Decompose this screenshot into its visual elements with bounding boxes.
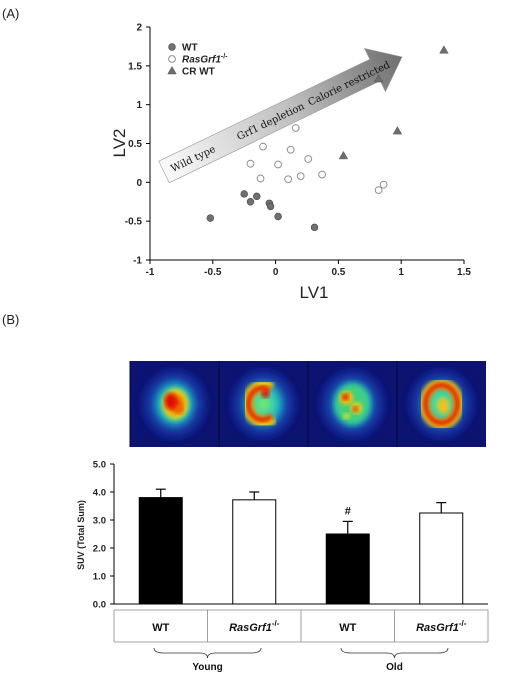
cr-wt-point: [392, 126, 403, 135]
rasgrf1-point: [318, 170, 326, 179]
wt-point: [240, 190, 248, 198]
x-tick-label: -1: [146, 267, 155, 278]
rasgrf1-point: [246, 159, 255, 168]
wt-point: [206, 214, 214, 222]
group-brace: [340, 647, 449, 659]
x-tick-label: -0.5: [204, 267, 222, 278]
legend-label: CR WT: [182, 67, 215, 78]
bar: [138, 497, 183, 605]
legend-wt-marker: [168, 43, 176, 51]
rasgrf1-point: [284, 175, 293, 184]
bar: [232, 499, 277, 605]
cr-wt-point: [439, 45, 449, 54]
arrow-shape: [158, 48, 403, 184]
legend-label: WT: [182, 43, 198, 54]
group-label: Young: [192, 662, 222, 673]
rasgrf1-point: [374, 186, 383, 195]
x-tick-label: 0.5: [331, 267, 345, 278]
wt-point: [310, 223, 319, 232]
rasgrf1-point: [259, 142, 267, 151]
rasgrf1-point: [256, 174, 265, 183]
bar-y-tick-label: 3.0: [93, 516, 106, 527]
wt-point: [274, 212, 282, 221]
bar-y-tick-label: 4.0: [93, 488, 106, 499]
cr-wt-point: [373, 74, 384, 83]
legend-label: RasGrf1-/-: [182, 54, 228, 66]
wt-point: [246, 198, 255, 206]
rasgrf1-point: [379, 180, 388, 189]
category-label: RasGrf1-/-: [416, 619, 467, 634]
rasgrf1-point: [286, 145, 295, 154]
bar-y-tick-label: 1.0: [93, 572, 106, 583]
rasgrf1-point: [304, 155, 313, 163]
bar-y-tick-label: 2.0: [93, 544, 106, 555]
rasgrf1-point: [274, 160, 283, 169]
panel-b-label: (B): [2, 312, 20, 327]
rasgrf1-point: [296, 172, 305, 181]
x-tick-label: 1.5: [457, 267, 471, 278]
rasgrf1-point: [291, 124, 300, 132]
y-tick-label: 1: [136, 100, 142, 111]
group-brace: [153, 647, 262, 659]
group-label: Old: [386, 662, 403, 673]
panel-a-label: (A): [2, 6, 20, 21]
y-tick-label: 0: [136, 178, 142, 189]
bar: [325, 533, 370, 605]
bar-y-tick-label: 0.0: [93, 600, 106, 611]
bar-y-tick-label: 5.0: [93, 460, 106, 471]
cr-wt-point: [338, 150, 349, 160]
x-tick-label: 1: [398, 267, 404, 278]
y-tick-label: -1: [133, 256, 142, 267]
wt-point: [253, 192, 261, 201]
y-axis-label: LV2: [110, 129, 129, 158]
legend-cr-marker: [167, 65, 177, 75]
legend-rasgrf1-marker: [168, 55, 176, 63]
significance-mark: #: [345, 505, 351, 517]
wt-point: [266, 202, 275, 211]
y-tick-label: 0.5: [128, 139, 142, 150]
category-label: RasGrf1-/-: [229, 619, 280, 634]
category-label: WT: [152, 622, 169, 634]
y-tick-label: 1.5: [128, 61, 142, 72]
x-axis-label: LV1: [300, 283, 329, 302]
category-label: WT: [339, 622, 356, 634]
bar-y-axis-label: SUV (Total Sum): [76, 500, 86, 570]
y-tick-label: -0.5: [125, 217, 143, 228]
x-tick-label: 0: [273, 267, 279, 278]
y-tick-label: 2: [136, 23, 142, 34]
bar: [419, 512, 464, 605]
